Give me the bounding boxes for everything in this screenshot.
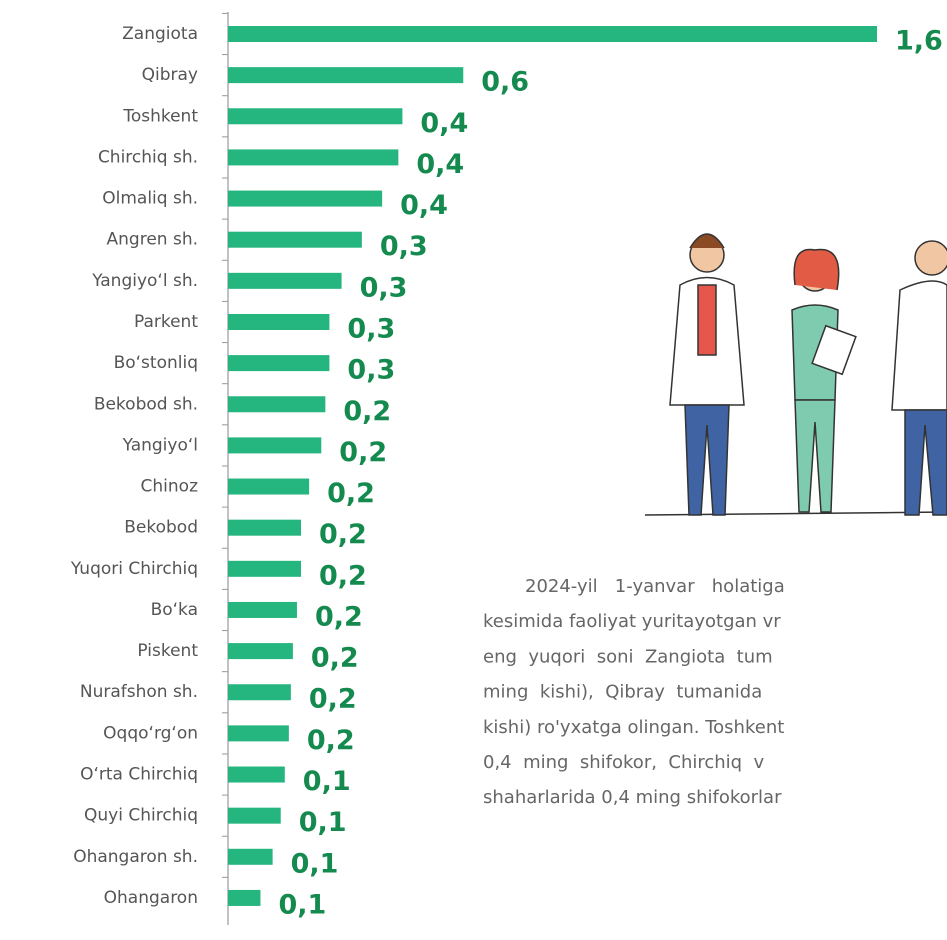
bar: [228, 684, 291, 701]
category-label: Yangiyo‘l sh.: [91, 271, 198, 291]
bar: [228, 272, 342, 289]
value-label: 0,2: [311, 643, 359, 674]
value-label: 1,6: [895, 26, 943, 57]
category-label: Olmaliq sh.: [102, 189, 198, 209]
category-label: Parkent: [134, 312, 198, 332]
annotation-line: kesimida faoliyat yuritayotgan vr: [483, 611, 781, 632]
bar: [228, 190, 383, 207]
value-label: 0,1: [299, 807, 347, 838]
value-label: 0,2: [319, 519, 367, 550]
value-label: 0,2: [315, 601, 363, 632]
value-label: 0,6: [481, 67, 529, 98]
bar: [228, 26, 877, 42]
bar: [228, 67, 464, 84]
value-label: 0,1: [303, 766, 351, 797]
value-label: 0,2: [343, 396, 391, 427]
category-label: Quyi Chirchiq: [84, 806, 198, 826]
bar: [228, 766, 285, 783]
category-label: Bekobod: [124, 518, 198, 538]
bar: [228, 108, 403, 125]
annotation-line: shaharlarida 0,4 ming shifokorlar: [483, 787, 782, 808]
annotation-line: kishi) ro'yxatga olingan. Toshkent: [483, 717, 784, 738]
category-label: Piskent: [137, 641, 198, 661]
category-label: Ohangaron sh.: [73, 847, 198, 867]
bar: [228, 396, 326, 413]
value-label: 0,4: [420, 108, 468, 139]
value-label: 0,2: [339, 437, 387, 468]
category-label: Bo‘stonliq: [114, 353, 198, 373]
annotation-line: 2024-yil 1-yanvar holatiga: [525, 576, 785, 597]
bar: [228, 889, 261, 906]
value-label: 0,4: [400, 190, 448, 221]
illustration: [644, 233, 947, 516]
bar: [228, 355, 330, 372]
category-label: Nurafshon sh.: [80, 682, 198, 702]
bar: [228, 848, 273, 865]
category-label: Zangiota: [122, 24, 198, 44]
annotation-line: ming kishi), Qibray tumanida: [483, 682, 762, 703]
annotation-line: 0,4 ming shifokor, Chirchiq v: [483, 752, 765, 773]
bar: [228, 149, 399, 166]
bar: [228, 231, 362, 248]
category-label: Yangiyo‘l: [122, 435, 198, 455]
bar: [228, 313, 330, 330]
value-label: 0,1: [278, 889, 326, 920]
category-label: Qibray: [142, 65, 198, 85]
bar: [228, 725, 289, 742]
bar: [228, 519, 302, 536]
bar: [228, 437, 322, 454]
category-label: O‘rta Chirchiq: [80, 765, 198, 785]
category-label: Bekobod sh.: [94, 394, 198, 414]
category-label: Angren sh.: [107, 230, 198, 250]
value-label: 0,2: [319, 560, 367, 591]
bar: [228, 601, 297, 618]
annotation-line: eng yuqori soni Zangiota tum: [483, 646, 773, 667]
value-label: 0,2: [309, 684, 357, 715]
category-label: Yuqori Chirchiq: [70, 559, 198, 579]
value-label: 0,1: [291, 848, 339, 879]
category-label: Oqqo‘rg‘on: [103, 723, 198, 743]
value-label: 0,2: [307, 725, 355, 756]
value-label: 0,3: [360, 272, 408, 303]
category-label: Chinoz: [141, 477, 199, 497]
category-label: Chirchiq sh.: [98, 147, 198, 167]
value-label: 0,3: [347, 313, 395, 344]
bar: [228, 643, 293, 660]
value-label: 0,4: [416, 149, 464, 180]
value-label: 0,3: [347, 355, 395, 386]
category-label: Toshkent: [122, 106, 198, 126]
category-label: Bo‘ka: [151, 600, 198, 620]
bar: [228, 560, 302, 577]
category-label: Ohangaron: [104, 888, 198, 908]
value-label: 0,2: [327, 478, 375, 509]
bar: [228, 478, 310, 495]
value-label: 0,3: [380, 231, 428, 262]
bar: [228, 807, 281, 824]
